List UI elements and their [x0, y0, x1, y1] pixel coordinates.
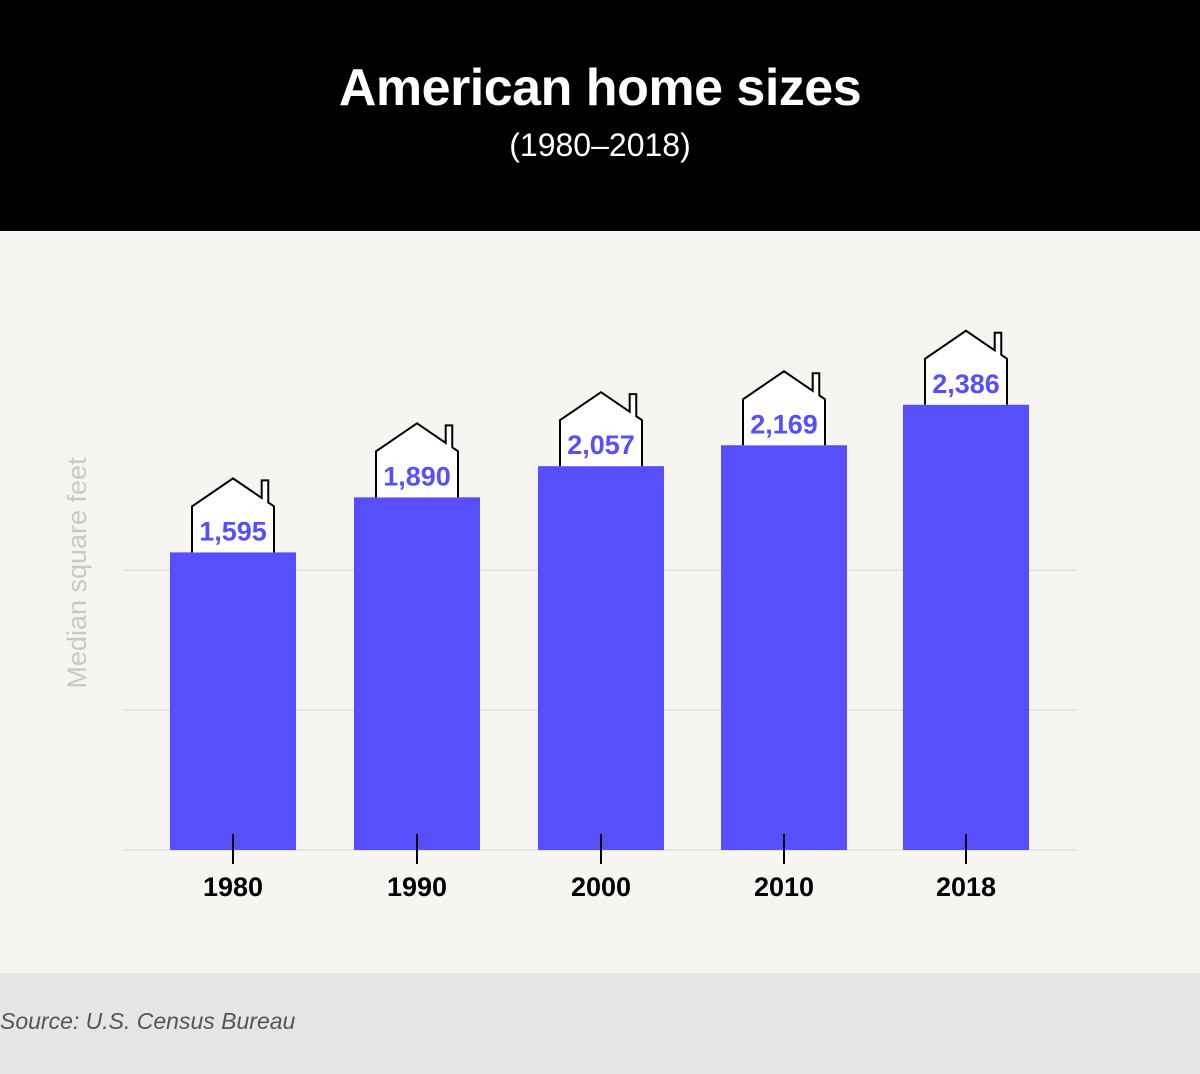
source-note: Source: U.S. Census Bureau	[0, 1008, 296, 1034]
x-tick-label-1980: 1980	[203, 872, 263, 902]
house-icon	[924, 329, 1008, 405]
chart-subtitle: (1980–2018)	[509, 127, 691, 163]
bar-1990	[354, 497, 480, 850]
value-label-2000: 2,057	[567, 430, 635, 460]
bar-2000	[538, 466, 664, 850]
value-label-1980: 1,595	[199, 516, 267, 546]
header-banner: American home sizes (1980–2018)	[0, 0, 1200, 231]
y-axis-label: Median square feet	[62, 457, 92, 689]
bar-2010	[721, 445, 847, 850]
bar-2018	[903, 404, 1029, 850]
chart-title: American home sizes	[338, 59, 862, 117]
house-icon	[375, 422, 459, 498]
house-icon	[559, 390, 643, 467]
value-label-2018: 2,386	[932, 369, 1000, 399]
bar-1980	[170, 552, 296, 850]
bar-chart: 1,595 1,890 2,057 2,169 2,386 1980 1990 2000 20…	[62, 329, 1077, 902]
footer	[0, 973, 1200, 1074]
value-label-1990: 1,890	[383, 461, 451, 491]
x-tick-label-2000: 2000	[571, 872, 631, 902]
house-icon	[742, 370, 826, 446]
x-tick-label-2010: 2010	[754, 872, 814, 902]
house-icon	[191, 477, 275, 553]
value-label-2010: 2,169	[750, 409, 818, 439]
x-tick-label-1990: 1990	[387, 872, 447, 902]
x-tick-label-2018: 2018	[936, 872, 996, 902]
